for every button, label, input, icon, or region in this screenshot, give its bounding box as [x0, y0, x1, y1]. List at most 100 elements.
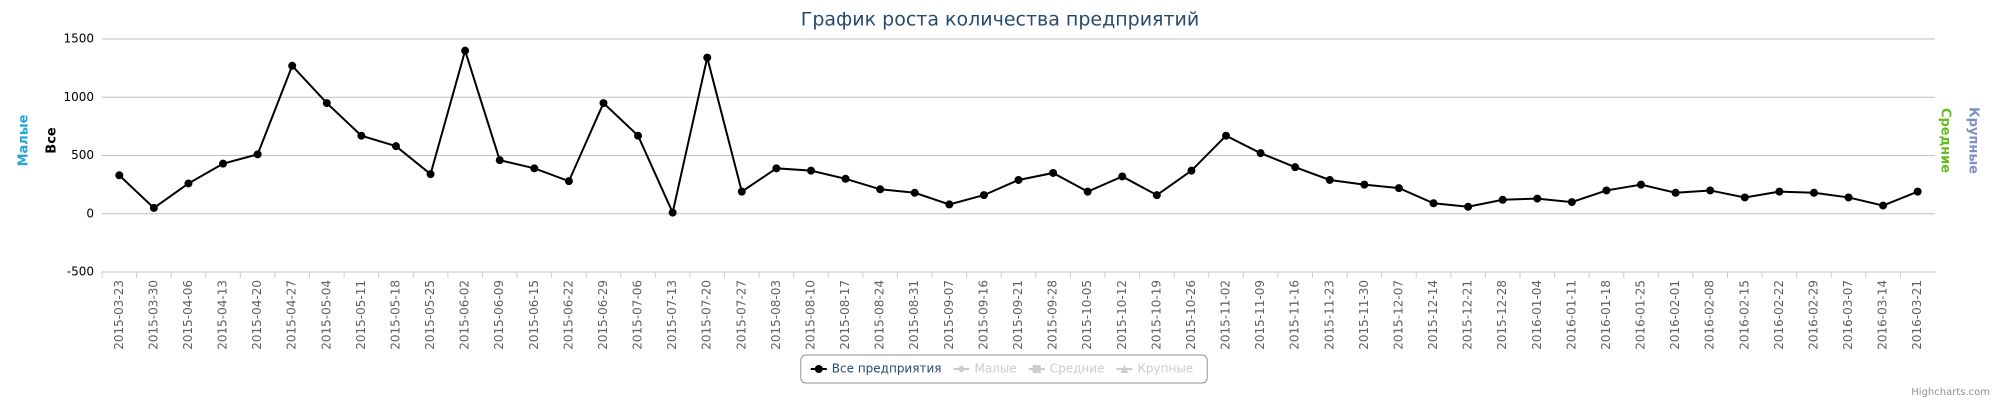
- x-tick-label: 2015-07-20: [700, 280, 714, 350]
- marker: [288, 61, 297, 70]
- marker: [1602, 186, 1611, 195]
- legend-box: [800, 354, 1208, 384]
- marker: [1775, 187, 1784, 196]
- legend-label: Средние: [1050, 362, 1105, 376]
- x-tick-label: 2015-09-07: [942, 280, 956, 350]
- x-tick-label: 2015-08-17: [838, 280, 852, 350]
- marker: [957, 365, 966, 373]
- x-tick-label: 2015-03-30: [146, 280, 160, 350]
- marker: [599, 99, 608, 108]
- marker: [391, 142, 400, 151]
- marker: [1844, 193, 1853, 202]
- marker: [357, 131, 366, 140]
- x-tick-label: 2015-10-12: [1115, 280, 1129, 350]
- x-tick-label: 2015-05-11: [354, 280, 368, 350]
- axis-title: Средние: [1938, 108, 1953, 173]
- x-tick-label: 2016-02-01: [1668, 280, 1682, 350]
- marker: [945, 200, 954, 209]
- marker: [1498, 195, 1507, 204]
- marker: [149, 203, 158, 212]
- x-tick-label: 2015-11-23: [1322, 280, 1336, 350]
- series-line: [118, 47, 1919, 216]
- marker: [772, 164, 781, 173]
- legend-item[interactable]: Средние: [1028, 362, 1105, 376]
- y-tick-label: 1000: [63, 90, 94, 104]
- x-tick-label: 2015-11-30: [1357, 280, 1371, 350]
- x-tick-label: 2015-12-28: [1495, 280, 1509, 350]
- x-tick-label: 2015-12-14: [1426, 280, 1440, 350]
- marker: [814, 365, 823, 373]
- x-tick-label: 2015-07-27: [734, 280, 748, 350]
- x-tick-label: 2015-08-31: [907, 280, 921, 350]
- marker: [841, 174, 850, 183]
- legend-item[interactable]: Малые: [953, 362, 1017, 376]
- marker: [1256, 149, 1265, 158]
- x-tick-label: 2015-06-02: [458, 280, 472, 350]
- chart-title: График роста количества предприятий: [801, 9, 1200, 31]
- x-tick-label: 2015-05-18: [388, 280, 402, 350]
- marker: [1118, 172, 1127, 181]
- marker: [1464, 202, 1473, 211]
- marker: [1152, 191, 1161, 200]
- x-tick-label: 2016-02-08: [1703, 280, 1717, 350]
- x-tick-label: 2016-01-25: [1634, 280, 1648, 350]
- marker: [1637, 180, 1646, 189]
- marker: [564, 177, 573, 186]
- x-tick-label: 2015-06-15: [527, 280, 541, 350]
- marker: [876, 185, 885, 194]
- x-tick-label: 2015-07-06: [631, 280, 645, 350]
- legend-item[interactable]: Крупные: [1116, 362, 1193, 376]
- legend-label: Малые: [974, 362, 1016, 376]
- x-tick-label: 2016-01-11: [1564, 280, 1578, 350]
- marker: [426, 170, 435, 179]
- x-tick-label: 2016-02-15: [1737, 280, 1751, 350]
- marker: [1671, 188, 1680, 197]
- marker: [703, 53, 712, 62]
- x-tick-label: 2015-04-06: [181, 280, 195, 350]
- marker: [495, 156, 504, 165]
- marker: [1360, 180, 1369, 189]
- y-tick-label: 500: [71, 148, 94, 162]
- marker: [219, 159, 228, 168]
- x-tick-label: 2015-12-21: [1461, 280, 1475, 350]
- marker: [322, 99, 331, 108]
- marker: [1325, 175, 1334, 184]
- axis-title: Все: [45, 127, 60, 154]
- x-tick-label: 2016-03-07: [1841, 280, 1855, 350]
- marker: [1740, 193, 1749, 202]
- x-tick-label: 2016-03-21: [1910, 280, 1924, 350]
- x-tick-label: 2016-01-18: [1599, 280, 1613, 350]
- legend-label: Все предприятия: [832, 362, 942, 376]
- x-tick-label: 2015-06-22: [561, 280, 575, 350]
- marker: [1913, 187, 1922, 196]
- marker: [1120, 365, 1129, 373]
- marker: [806, 166, 815, 175]
- x-tick-label: 2015-11-09: [1253, 280, 1267, 350]
- x-tick-label: 2015-10-26: [1184, 280, 1198, 350]
- x-tick-label: 2015-10-05: [1080, 280, 1094, 350]
- marker: [184, 179, 193, 188]
- legend: Все предприятия Малые Средние Крупные: [800, 354, 1208, 384]
- marker: [1291, 163, 1300, 172]
- x-tick-label: 2015-08-03: [769, 280, 783, 350]
- legend-item[interactable]: Все предприятия: [810, 362, 942, 376]
- x-tick-label: 2016-02-22: [1772, 280, 1786, 350]
- marker: [979, 191, 988, 200]
- x-tick-label: 2016-01-04: [1530, 280, 1544, 350]
- x-tick-label: 2015-08-24: [873, 280, 887, 350]
- marker: [1809, 188, 1818, 197]
- marker: [1014, 175, 1023, 184]
- marker: [1394, 184, 1403, 193]
- x-tick-label: 2015-07-13: [665, 280, 679, 350]
- x-tick-label: 2015-05-25: [423, 280, 437, 350]
- x-tick-label: 2015-12-07: [1391, 280, 1405, 350]
- y-tick-label: 0: [86, 206, 94, 220]
- y-tick-label: -500: [67, 265, 94, 279]
- x-tick-label: 2016-03-14: [1876, 280, 1890, 350]
- x-tick-label: 2015-04-20: [250, 280, 264, 350]
- marker: [1706, 186, 1715, 195]
- marker: [668, 208, 677, 217]
- credits[interactable]: Highcharts.com: [1911, 387, 1990, 398]
- marker: [634, 131, 643, 140]
